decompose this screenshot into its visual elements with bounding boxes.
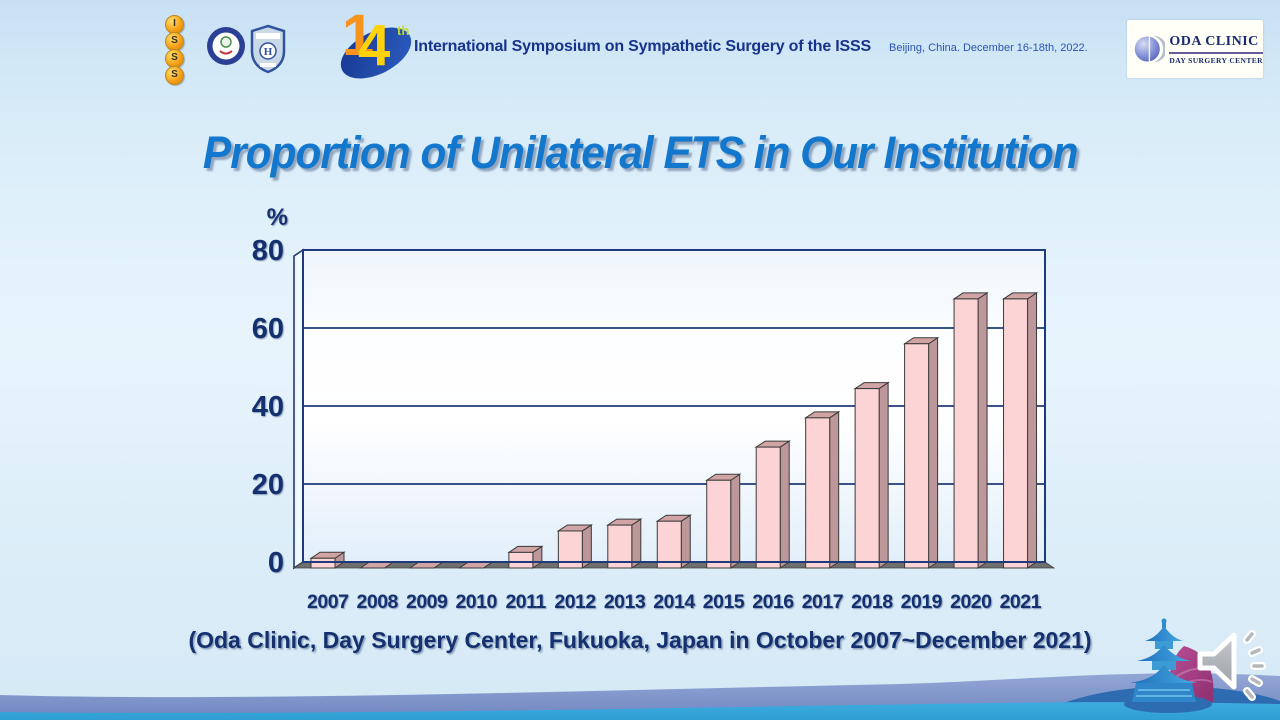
x-tick-label-2010: 2010: [455, 591, 497, 613]
bar-side-2019: [928, 336, 939, 569]
x-tick-label-2021: 2021: [1000, 591, 1042, 613]
seal-hands-icon: [219, 50, 233, 55]
x-tick-label-2011: 2011: [505, 591, 546, 613]
bar-side-2021: [1027, 291, 1038, 569]
chart-caption: (Oda Clinic, Day Surgery Center, Fukuoka…: [188, 627, 1092, 653]
x-tick-label-2014: 2014: [653, 591, 695, 613]
slide-title: Proportion of Unilateral ETS in Our Inst…: [0, 127, 1280, 179]
oda-subtitle: DAY SURGERY CENTER: [1169, 55, 1263, 65]
bar-front-2016: [755, 446, 781, 569]
symposium-title: International Symposium on Sympathetic S…: [414, 38, 871, 55]
x-tick-label-2017: 2017: [802, 591, 843, 613]
bar-side-2018: [878, 381, 889, 569]
bar-front-2018: [854, 388, 880, 569]
audio-speaker-icon[interactable]: [1192, 626, 1270, 708]
oda-logo-text: ODA CLINIC DAY SURGERY CENTER: [1169, 34, 1263, 65]
bar-2019: [902, 336, 940, 569]
seal-tree-icon: [220, 36, 232, 48]
y-tick-label-0: 0: [268, 547, 284, 579]
bar-front-2020: [953, 298, 979, 569]
x-tick-label-2019: 2019: [901, 591, 943, 613]
bar-2011: [507, 545, 544, 569]
pagoda-finial: [1162, 620, 1166, 628]
isss-ball-s3: S: [165, 66, 184, 85]
bar-2015: [705, 473, 742, 569]
bar-2016: [754, 440, 791, 569]
x-tick-label-2020: 2020: [950, 591, 992, 613]
hospital-shield-emblem: H: [250, 24, 286, 74]
y-axis-unit-label: %: [267, 204, 288, 231]
bar-side-2014: [680, 514, 691, 569]
y-tick-label-40: 40: [252, 391, 284, 423]
symposium-location-date: Beijing, China. December 16-18th, 2022.: [889, 42, 1088, 54]
bar-2014: [655, 514, 692, 569]
speaker-sound-waves-inner: [1245, 632, 1264, 699]
bar-front-2007: [310, 557, 336, 569]
bar-chart: 2007 2008 2009 2010 2011 2012 2013 2014 2015 2016…: [220, 195, 1080, 620]
y-tick-label-20: 20: [252, 469, 284, 501]
bar-side-2016: [779, 440, 790, 569]
symposium-14th-badge: 1 4 th: [332, 5, 421, 89]
pagoda-roof-bottom: [1130, 665, 1198, 683]
badge-suffix: th: [397, 23, 410, 38]
bar-2021: [1001, 291, 1039, 569]
x-tick-label-2016: 2016: [752, 591, 794, 613]
bottom-waves: [0, 673, 1280, 720]
x-tick-label-2018: 2018: [851, 591, 893, 613]
isss-ball-s1: S: [165, 32, 184, 51]
pagoda-body-lines: [1136, 689, 1192, 697]
oda-clinic-logo: ODA CLINIC DAY SURGERY CENTER: [1127, 20, 1263, 78]
society-round-seal: [207, 27, 245, 65]
isss-stacked-logo: I S S S: [165, 15, 184, 85]
pagoda-roof-mid: [1137, 645, 1191, 661]
speaker-body: [1197, 632, 1237, 690]
bar-front-2021: [1003, 298, 1029, 569]
x-tick-label-2015: 2015: [703, 591, 745, 613]
bar-2013: [606, 518, 643, 569]
plot-border: [302, 249, 1046, 563]
bar-chart-svg: 2007 2008 2009 2010 2011 2012 2013 2014 2015 2016…: [252, 204, 1056, 613]
x-tick-label-2008: 2008: [357, 591, 399, 613]
shield-monogram-circle: [259, 42, 277, 60]
bar-2020: [952, 291, 989, 569]
badge-digit-1: 1: [342, 3, 375, 68]
y-tick-label-60: 60: [252, 313, 284, 345]
shield-top-band: [256, 33, 280, 39]
bar-2017: [804, 410, 841, 569]
x-tick-label-2012: 2012: [554, 591, 596, 613]
bar-side-2013: [631, 518, 642, 569]
y-tick-label-80: 80: [252, 235, 284, 267]
oda-sphere-logo: [1134, 35, 1166, 63]
badge-digit-4: 4: [358, 13, 391, 78]
x-tick-label-2009: 2009: [406, 591, 448, 613]
bar-2007: [309, 551, 346, 569]
x-tick-label-2007: 2007: [307, 591, 348, 613]
slide-title-text: Proportion of Unilateral ETS in Our Inst…: [202, 127, 1079, 178]
sphere: [1134, 36, 1160, 62]
axis-left-wall: [293, 248, 304, 570]
sphere-crescent: [1153, 35, 1166, 63]
oda-divider: [1169, 51, 1263, 54]
bar-side-2017: [829, 410, 840, 569]
wave-band-cyan: [0, 702, 1280, 720]
bar-front-2019: [904, 343, 930, 569]
bar-front-2011: [508, 551, 534, 569]
pagoda-finial-ball: [1161, 618, 1167, 624]
bar-front-2013: [607, 524, 633, 569]
pagoda-roof-top: [1145, 626, 1183, 641]
oda-clinic-name: ODA CLINIC: [1169, 33, 1259, 49]
pagoda-body: [1132, 683, 1196, 702]
bar-front-2014: [656, 520, 682, 569]
bar-front-2015: [706, 479, 732, 569]
bar-2018: [853, 381, 890, 569]
shield-monogram-letter: H: [264, 46, 273, 58]
shield-banner: [260, 63, 276, 67]
bar-front-2017: [805, 417, 831, 569]
x-tick-label-2013: 2013: [604, 591, 646, 613]
bar-side-2015: [730, 473, 741, 569]
bar-side-2020: [977, 291, 988, 569]
